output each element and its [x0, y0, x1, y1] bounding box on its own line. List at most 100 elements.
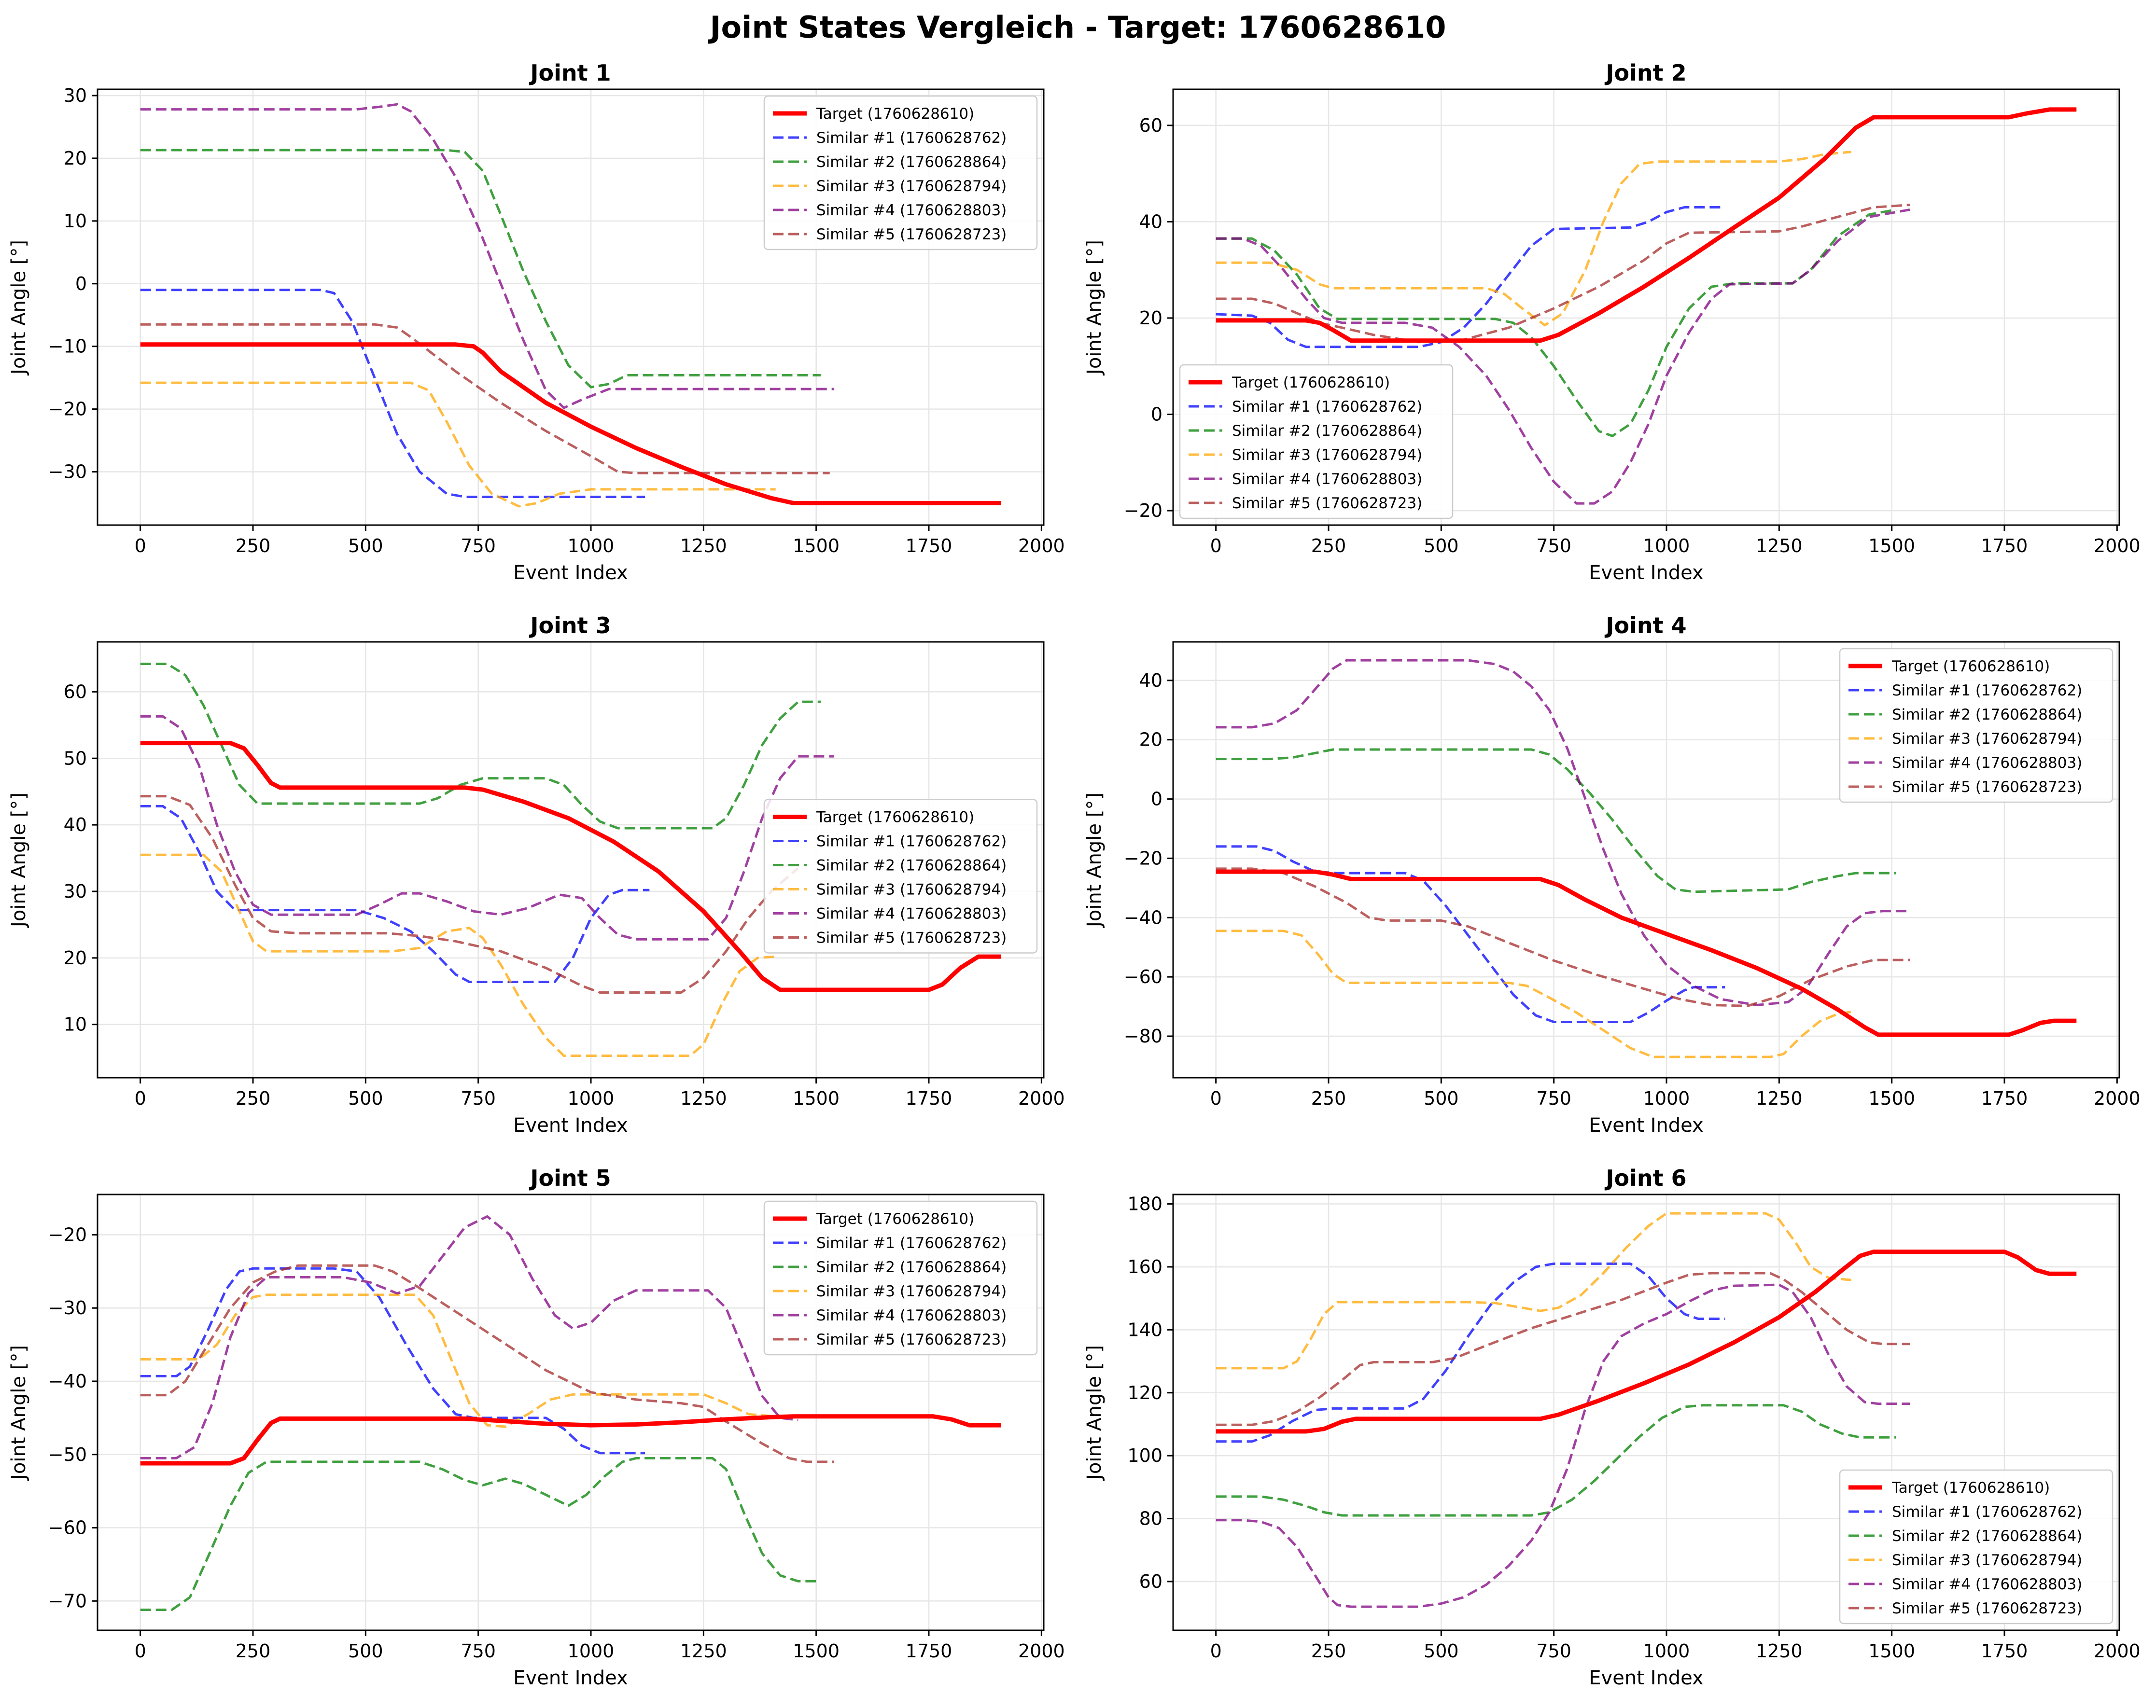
legend-entry: Similar #1 (1760628762): [1892, 1503, 2082, 1521]
x-tick-label: 250: [236, 535, 271, 556]
legend-entry: Target (1760628610): [1891, 1479, 2050, 1497]
series-line: [1216, 1272, 1910, 1426]
x-tick-label: 1000: [568, 1640, 615, 1662]
series-line: [1216, 208, 1897, 437]
legend-entry: Similar #4 (1760628803): [816, 202, 1007, 219]
y-tick-label: 20: [1139, 729, 1162, 750]
series-line: [1216, 748, 1896, 893]
y-tick-label: 20: [64, 148, 87, 169]
x-tick-label: 750: [461, 1088, 496, 1109]
y-axis-label: Joint Angle [°]: [8, 792, 30, 929]
y-tick-label: 140: [1127, 1319, 1162, 1340]
subplot-5: Joint 5 0 250 500 750 1000 1250 1500 1750 2000 −70…: [8, 1165, 1065, 1689]
y-tick-label: 0: [75, 273, 87, 294]
subplot-3: Joint 3 0 250 500 750 1000 1250 1500 1750 2000 10 2…: [8, 612, 1065, 1137]
y-tick-label: 120: [1127, 1382, 1162, 1403]
x-tick-label: 1500: [793, 1088, 840, 1109]
y-tick-label: −20: [1124, 847, 1162, 869]
series-line: [140, 323, 830, 474]
x-tick-label: 750: [461, 1640, 496, 1662]
legend-box: [1179, 364, 1454, 519]
subplot-grid: Joint 10 250 500 750 1000 1250 1500 1750 2000−30…: [8, 60, 2141, 1689]
x-tick-label: 1750: [1981, 535, 2028, 556]
x-tick-label: 500: [1424, 1088, 1459, 1109]
y-tick-label: −20: [48, 399, 87, 420]
x-tick-label: 250: [1311, 1640, 1346, 1662]
x-tick-label: 750: [1536, 1640, 1571, 1662]
y-tick-label: −40: [1124, 907, 1162, 928]
x-tick-label: 1250: [680, 535, 727, 556]
legend-entry: Similar #5 (1760628723): [816, 930, 1007, 947]
y-tick-label: −60: [48, 1517, 87, 1539]
y-tick-label: −30: [48, 1297, 87, 1319]
legend-entry: Similar #5 (1760628723): [1892, 1600, 2082, 1617]
series-group: [1216, 107, 2077, 505]
x-axis-label: Event Index: [1589, 562, 1703, 584]
legend-entry: Similar #3 (1760628794): [816, 1283, 1007, 1300]
legend-entry: Similar #1 (1760628762): [1892, 682, 2082, 699]
x-tick-label: 0: [135, 1088, 146, 1109]
x-tick-label: 2000: [2094, 1640, 2141, 1662]
legend: Target (1760628610) Similar #1 (176062876…: [1179, 364, 1454, 519]
series-line: [1216, 659, 1910, 1006]
legend: Target (1760628610) Similar #1 (176062876…: [763, 95, 1038, 250]
x-tick-label: 0: [135, 1640, 146, 1662]
series-line: [1216, 1404, 1896, 1517]
x-tick-label: 1750: [906, 1088, 952, 1109]
series-line: [1216, 204, 1910, 344]
legend-entry: Similar #3 (1760628794): [1892, 730, 2082, 748]
y-tick-label: 40: [1139, 211, 1162, 232]
axes-frame: [97, 88, 1045, 526]
legend-entry: Similar #5 (1760628723): [1232, 495, 1422, 512]
series-line: [140, 149, 821, 389]
x-tick-label: 1000: [568, 535, 615, 556]
x-tick-label: 1500: [1868, 535, 1915, 556]
legend-box: [1839, 1469, 2114, 1625]
legend: Target (1760628610) Similar #1 (176062876…: [1839, 648, 2114, 803]
subplot-4: Joint 4 0 250 500 750 1000 1250 1500 1750 2000 −80…: [1083, 612, 2141, 1137]
series-line: [140, 1215, 798, 1459]
x-tick-label: 1750: [1981, 1088, 2028, 1109]
x-tick-label: 1250: [1756, 1640, 1803, 1662]
y-tick-label: 160: [1127, 1256, 1162, 1278]
legend-entry: Similar #3 (1760628794): [1232, 446, 1422, 464]
x-tick-label: 500: [348, 1088, 383, 1109]
legend: Target (1760628610) Similar #1 (176062876…: [763, 1200, 1038, 1356]
subplot-2: Joint 2 0 250 500 750 1000 1250 1500 1750 2000 −20…: [1083, 60, 2141, 584]
series-line: [140, 663, 821, 830]
legend-box: [763, 799, 1038, 954]
subplot-title: Joint 1: [529, 60, 611, 86]
figure-title: Joint States Vergleich - Target: 1760628…: [708, 10, 1446, 45]
x-axis-label: Event Index: [1589, 1667, 1703, 1689]
series-line: [140, 1293, 776, 1428]
series-line: [1216, 869, 2077, 1037]
legend-entry: Similar #4 (1760628803): [816, 905, 1007, 923]
x-tick-label: 2000: [2094, 535, 2141, 556]
legend-entry: Similar #4 (1760628803): [1892, 754, 2082, 772]
x-tick-label: 500: [348, 1640, 383, 1662]
axes-frame: [1172, 88, 2120, 526]
subplot-1: Joint 1 0 250 500 750 1000 1250 1500 1750 2000 −30…: [8, 60, 1065, 584]
series-group: [140, 103, 1001, 508]
series-line: [140, 805, 650, 983]
axes-frame: [1172, 1194, 2120, 1631]
x-tick-label: 500: [1424, 535, 1459, 556]
legend-entry: Similar #5 (1760628723): [816, 226, 1007, 243]
series-line: [1216, 930, 1852, 1058]
legend-entry: Similar #4 (1760628803): [1892, 1576, 2082, 1593]
y-axis-label: Joint Angle [°]: [1083, 1345, 1106, 1481]
x-axis-label: Event Index: [513, 562, 628, 584]
series-line: [1216, 151, 1851, 327]
series-line: [140, 289, 645, 498]
x-axis-label: Event Index: [1589, 1114, 1703, 1137]
series-group: [1216, 659, 2077, 1058]
y-tick-label: 180: [1127, 1194, 1162, 1215]
x-tick-label: 1500: [793, 1640, 840, 1662]
legend-entry: Similar #1 (1760628762): [816, 1235, 1007, 1252]
y-axis-label: Joint Angle [°]: [1083, 792, 1106, 929]
series-line: [1216, 845, 1725, 1023]
y-tick-label: 0: [1151, 789, 1162, 810]
x-tick-label: 0: [135, 535, 146, 556]
x-tick-label: 750: [461, 535, 496, 556]
legend-entry: Similar #3 (1760628794): [816, 881, 1007, 899]
